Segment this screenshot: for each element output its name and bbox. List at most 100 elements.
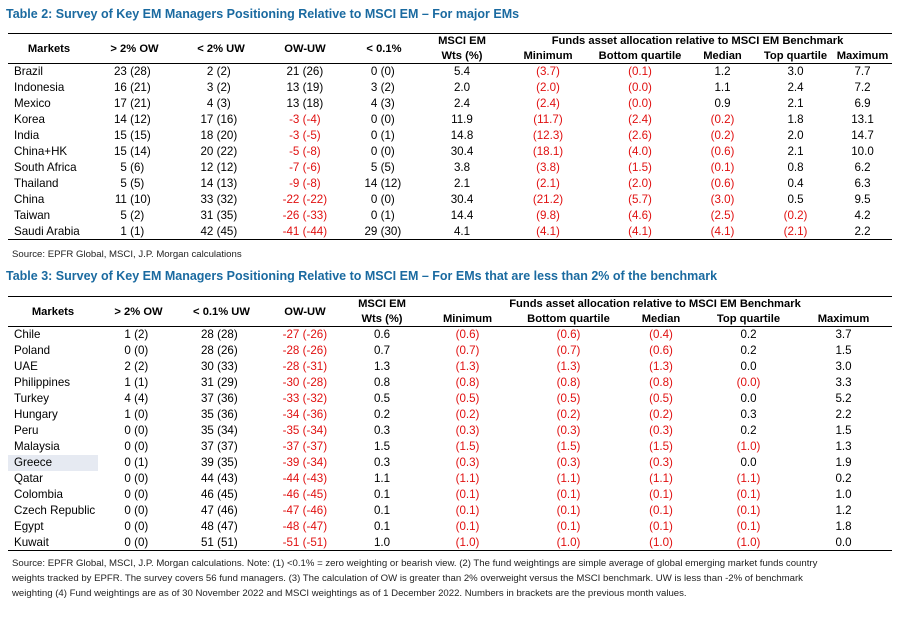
header-msci-1: MSCI EM — [438, 35, 486, 48]
maximum: 1.3 — [835, 440, 852, 453]
underweight-cell: 46 (45) — [179, 487, 264, 503]
top-quartile: 3.0 — [787, 65, 804, 79]
overweight-cell: 5 (2) — [90, 208, 179, 224]
source-line: Source: EPFR Global, MSCI, J.P. Morgan c… — [12, 558, 818, 569]
overweight-prev: (0) — [134, 488, 149, 501]
overweight-prev: (0) — [134, 535, 149, 549]
bottom-quartile: (0.3) — [556, 424, 581, 437]
table-row: Mexico 17 (21) 4 (3) 13 (18) 4 (3) 2.4 (2.4) (0… — [8, 96, 892, 112]
ow-uw-prev: (-26) — [302, 328, 328, 342]
bottom-quartile: (1.3) — [556, 360, 581, 373]
minimum: (0.8) — [455, 376, 480, 389]
source-line: weighting (4) Fund weightings are as of … — [12, 588, 687, 599]
market-name: Kuwait — [14, 535, 49, 549]
table-row: Saudi Arabia 1 (1) 42 (45) -41 (-44) 29 (30)… — [8, 224, 893, 240]
underweight-value: 20 — [200, 145, 214, 158]
underweight-prev: (29) — [217, 376, 238, 389]
underweight-value: 31 — [200, 376, 214, 389]
top-quartile: 2.4 — [787, 81, 804, 94]
underweight-cell: 28 (26) — [179, 343, 264, 359]
minimum: (21.2) — [532, 193, 564, 206]
bottom-quartile: (0.0) — [628, 97, 652, 110]
minimum: (18.1) — [532, 145, 564, 158]
table-row: Malaysia 0 (0) 37 (37) -37 (-37) 1.5 (1.5) (1.… — [8, 439, 892, 455]
lt01-cell: 0 (0) — [347, 192, 421, 208]
overweight-cell: 0 (0) — [98, 487, 179, 503]
lt01-prev: (0) — [380, 113, 395, 126]
underweight-value: 46 — [200, 488, 214, 501]
ow-uw-prev: (-33) — [302, 209, 328, 222]
overweight-cell: 5 (5) — [90, 176, 179, 192]
lt01-cell: 4 (3) — [347, 96, 421, 112]
overweight-cell: 2 (2) — [98, 359, 179, 375]
underweight-prev: (20) — [216, 129, 238, 142]
overweight-cell: 14 (12) — [90, 112, 179, 128]
overweight-cell: 15 (14) — [90, 144, 179, 160]
underweight-value: 42 — [200, 224, 214, 238]
bottom-quartile: (0.8) — [556, 376, 581, 389]
underweight-prev: (33) — [217, 360, 238, 373]
lt01-prev: (12) — [380, 177, 402, 190]
ow-uw-prev: (-22) — [302, 193, 328, 206]
market-name: Poland — [14, 344, 51, 357]
market-name: UAE — [14, 360, 38, 373]
median: (1.0) — [649, 535, 673, 549]
lt01-prev: (1) — [380, 209, 395, 222]
market-name: Taiwan — [14, 209, 51, 222]
table-row: Egypt 0 (0) 48 (47) -48 (-47) 0.1 (0.1) (0.1)(… — [8, 519, 892, 535]
table-row: Turkey 4 (4) 37 (36) -33 (-32) 0.5 (0.5) (0.5)… — [8, 391, 892, 407]
ow-uw-value: 21 — [286, 65, 300, 79]
ow-uw-prev: (-6) — [302, 161, 321, 174]
underweight-cell: 30 (33) — [179, 359, 264, 375]
ow-uw-prev: (-45) — [302, 488, 328, 501]
msci-weight: 3.8 — [453, 161, 471, 174]
msci-weight: 0.1 — [373, 488, 391, 501]
bottom-quartile: (2.4) — [628, 113, 652, 126]
median: (0.3) — [649, 456, 673, 469]
msci-weight: 2.0 — [453, 81, 471, 94]
top-quartile: 0.2 — [740, 344, 757, 357]
market-name: India — [14, 129, 40, 142]
market-name: Greece — [8, 454, 98, 471]
overweight-cell: 15 (15) — [90, 128, 179, 144]
ow-uw-value: -37 — [282, 440, 300, 453]
top-quartile: (1.1) — [736, 472, 761, 485]
lt01-cell: 0 (0) — [347, 112, 421, 128]
header-group: Funds asset allocation relative to MSCI … — [551, 35, 844, 48]
underweight-cell: 39 (35) — [179, 455, 264, 471]
overweight-value: 4 — [124, 392, 131, 405]
ow-uw-prev: (-26) — [302, 344, 328, 357]
ow-uw-prev: (-37) — [302, 440, 328, 453]
minimum: (4.1) — [536, 224, 560, 238]
lt01-value: 0 — [370, 209, 378, 222]
minimum: (9.8) — [536, 209, 560, 222]
lt01-value: 0 — [370, 145, 378, 158]
maximum: 3.3 — [835, 376, 852, 389]
header-tq: Top quartile — [763, 49, 828, 62]
overweight-cell: 1 (2) — [98, 327, 179, 343]
underweight-prev: (45) — [216, 224, 238, 238]
overweight-prev: (0) — [134, 520, 149, 533]
overweight-value: 1 — [120, 224, 127, 238]
ow-uw-value: -22 — [282, 193, 300, 206]
header-lt01: < 0.1% — [366, 42, 402, 55]
lt01-cell: 0 (1) — [347, 208, 421, 224]
table-row: Brazil 23 (28) 2 (2) 21 (26) 0 (0) 5.4 (3.7) (0… — [8, 64, 892, 80]
market-name: Turkey — [14, 392, 50, 405]
top-quartile: (0.0) — [736, 376, 761, 389]
minimum: (0.1) — [455, 488, 480, 501]
ow-uw-cell: -9 (-8) — [263, 176, 347, 192]
ow-uw-cell: -22 (-22) — [263, 192, 347, 208]
lt01-prev: (0) — [380, 193, 395, 206]
table-row: Taiwan 5 (2) 31 (35) -26 (-33) 0 (1) 14.4 (9.8… — [8, 208, 892, 224]
underweight-prev: (36) — [217, 392, 238, 405]
overweight-prev: (15) — [130, 129, 151, 142]
overweight-prev: (0) — [134, 440, 149, 453]
msci-weight: 0.1 — [373, 504, 391, 517]
overweight-value: 1 — [124, 376, 131, 389]
market-name: China+HK — [14, 145, 68, 158]
bottom-quartile: (0.6) — [556, 328, 581, 342]
underweight-prev: (34) — [217, 424, 238, 437]
maximum: 1.2 — [835, 504, 852, 517]
header-markets: Markets — [27, 42, 71, 55]
